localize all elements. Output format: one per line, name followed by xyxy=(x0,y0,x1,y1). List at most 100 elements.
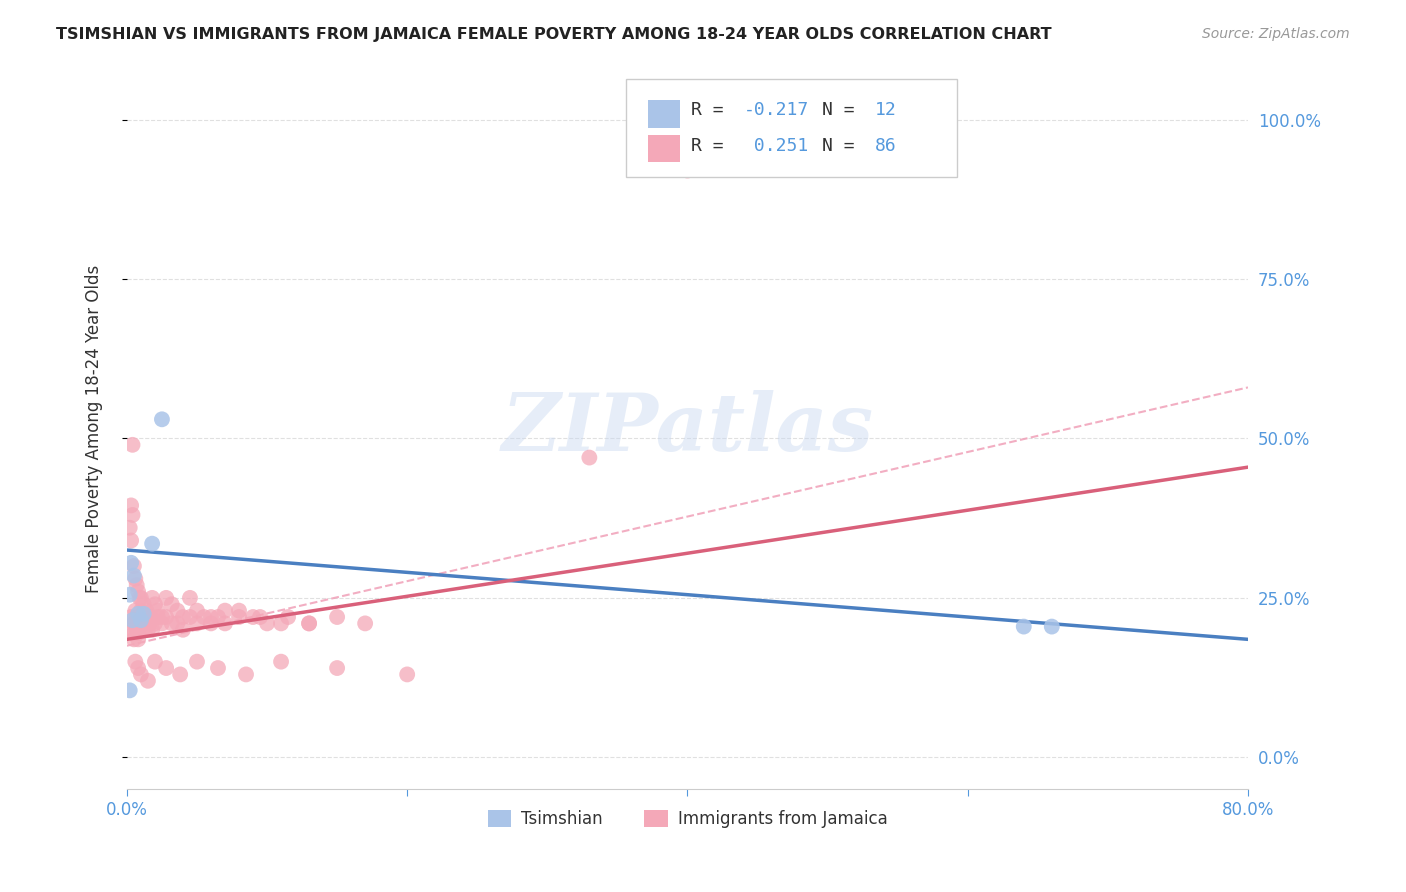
Point xyxy=(1012,619,1035,633)
Point xyxy=(124,572,146,586)
Point xyxy=(129,613,152,627)
Point xyxy=(134,623,156,637)
Point xyxy=(139,610,162,624)
Point xyxy=(141,536,163,550)
Point xyxy=(200,616,222,631)
Point xyxy=(214,616,236,631)
Point xyxy=(354,616,377,631)
Point xyxy=(326,661,349,675)
Point xyxy=(128,610,150,624)
Point xyxy=(172,610,194,624)
Point xyxy=(172,623,194,637)
Bar xyxy=(648,100,679,128)
Point xyxy=(298,616,321,631)
Text: Source: ZipAtlas.com: Source: ZipAtlas.com xyxy=(1202,27,1350,41)
Point xyxy=(578,450,600,465)
Point xyxy=(127,584,149,599)
Point xyxy=(179,610,201,624)
Point xyxy=(298,616,321,631)
Point xyxy=(132,607,155,621)
Text: 86: 86 xyxy=(875,137,897,155)
Point xyxy=(146,604,169,618)
Point xyxy=(242,610,264,624)
Point xyxy=(127,661,149,675)
Point xyxy=(121,623,143,637)
Point xyxy=(143,597,166,611)
Point xyxy=(135,604,157,618)
Point xyxy=(228,604,250,618)
Point xyxy=(124,655,146,669)
Point xyxy=(214,604,236,618)
Point xyxy=(120,533,142,548)
Point xyxy=(141,591,163,605)
Point xyxy=(160,597,183,611)
Text: N =: N = xyxy=(823,137,866,155)
Point xyxy=(155,591,177,605)
Text: ZIPatlas: ZIPatlas xyxy=(502,390,873,467)
Point xyxy=(129,591,152,605)
Point xyxy=(122,616,145,631)
Point xyxy=(200,610,222,624)
Point xyxy=(127,632,149,647)
Point xyxy=(277,610,299,624)
Point xyxy=(179,591,201,605)
Point xyxy=(118,683,141,698)
Legend: Tsimshian, Immigrants from Jamaica: Tsimshian, Immigrants from Jamaica xyxy=(481,804,894,835)
Point xyxy=(166,604,188,618)
Point xyxy=(129,616,152,631)
Point xyxy=(155,661,177,675)
Y-axis label: Female Poverty Among 18-24 Year Olds: Female Poverty Among 18-24 Year Olds xyxy=(86,265,103,593)
Point xyxy=(150,412,173,426)
FancyBboxPatch shape xyxy=(626,79,956,177)
Point xyxy=(125,578,148,592)
Point xyxy=(125,610,148,624)
Point xyxy=(121,438,143,452)
Point xyxy=(136,673,159,688)
Point xyxy=(270,616,292,631)
Point xyxy=(186,655,208,669)
Point xyxy=(127,626,149,640)
Point xyxy=(396,667,419,681)
Point xyxy=(138,610,160,624)
Text: 12: 12 xyxy=(875,102,897,120)
Point xyxy=(122,568,145,582)
Text: TSIMSHIAN VS IMMIGRANTS FROM JAMAICA FEMALE POVERTY AMONG 18-24 YEAR OLDS CORREL: TSIMSHIAN VS IMMIGRANTS FROM JAMAICA FEM… xyxy=(56,27,1052,42)
Text: N =: N = xyxy=(823,102,866,120)
Point xyxy=(141,623,163,637)
Point xyxy=(121,613,143,627)
Point xyxy=(676,163,699,178)
Point xyxy=(128,591,150,605)
Point xyxy=(143,655,166,669)
Point xyxy=(207,610,229,624)
Point xyxy=(169,667,191,681)
Point xyxy=(136,623,159,637)
Point xyxy=(270,655,292,669)
Point xyxy=(160,616,183,631)
Text: 0.251: 0.251 xyxy=(744,137,808,155)
Point xyxy=(249,610,271,624)
Point xyxy=(150,610,173,624)
Point xyxy=(186,616,208,631)
Point xyxy=(129,604,152,618)
Point xyxy=(127,607,149,621)
Point xyxy=(256,616,278,631)
Point xyxy=(207,661,229,675)
Point xyxy=(235,667,257,681)
Text: R =: R = xyxy=(690,102,734,120)
Bar xyxy=(648,135,679,162)
Point xyxy=(228,610,250,624)
Point xyxy=(118,588,141,602)
Point xyxy=(166,616,188,631)
Point xyxy=(122,559,145,574)
Point xyxy=(121,508,143,522)
Point xyxy=(146,610,169,624)
Text: -0.217: -0.217 xyxy=(744,102,808,120)
Point xyxy=(150,616,173,631)
Point xyxy=(193,610,215,624)
Point xyxy=(138,616,160,631)
Point xyxy=(143,616,166,631)
Point xyxy=(120,499,142,513)
Point xyxy=(1040,619,1063,633)
Point xyxy=(326,610,349,624)
Point xyxy=(186,604,208,618)
